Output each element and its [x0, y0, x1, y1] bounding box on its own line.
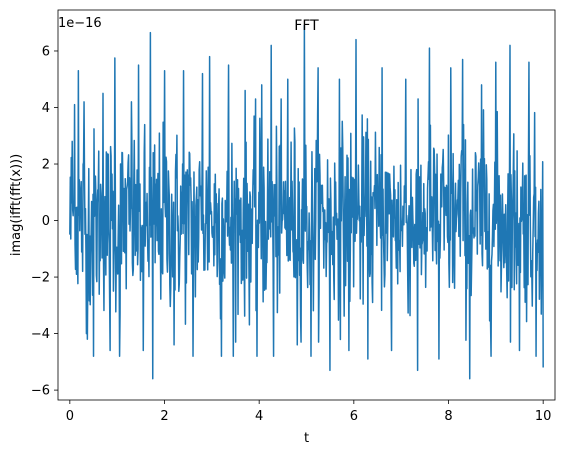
y-axis-label: imag(ifft(fft(x))) — [9, 154, 24, 256]
x-tick-label: 2 — [160, 409, 168, 424]
y-tick-label: 0 — [42, 214, 50, 229]
x-tick-label: 6 — [350, 409, 358, 424]
y-axis-ticks: −6 −4 −2 0 2 4 6 — [31, 44, 58, 399]
y-tick-label: 2 — [42, 158, 50, 173]
y-offset-label: 1e−16 — [58, 16, 102, 31]
y-tick-label: −2 — [31, 271, 50, 286]
x-tick-label: 4 — [255, 409, 263, 424]
axes-frame — [57, 9, 556, 401]
x-tick-label: 10 — [535, 409, 552, 424]
series-line — [69, 24, 544, 380]
series-layer — [69, 24, 544, 380]
y-tick-label: 4 — [42, 101, 50, 116]
y-tick-label: −6 — [31, 384, 50, 399]
x-tick-label: 8 — [444, 409, 452, 424]
y-tick-label: 6 — [42, 44, 50, 59]
y-tick-label: −4 — [31, 327, 50, 342]
plot-area — [57, 9, 556, 401]
x-axis-label: t — [304, 431, 309, 446]
x-axis-ticks: 0 2 4 6 8 10 — [66, 400, 552, 424]
chart-title: FFT — [294, 18, 319, 34]
x-tick-label: 0 — [66, 409, 74, 424]
